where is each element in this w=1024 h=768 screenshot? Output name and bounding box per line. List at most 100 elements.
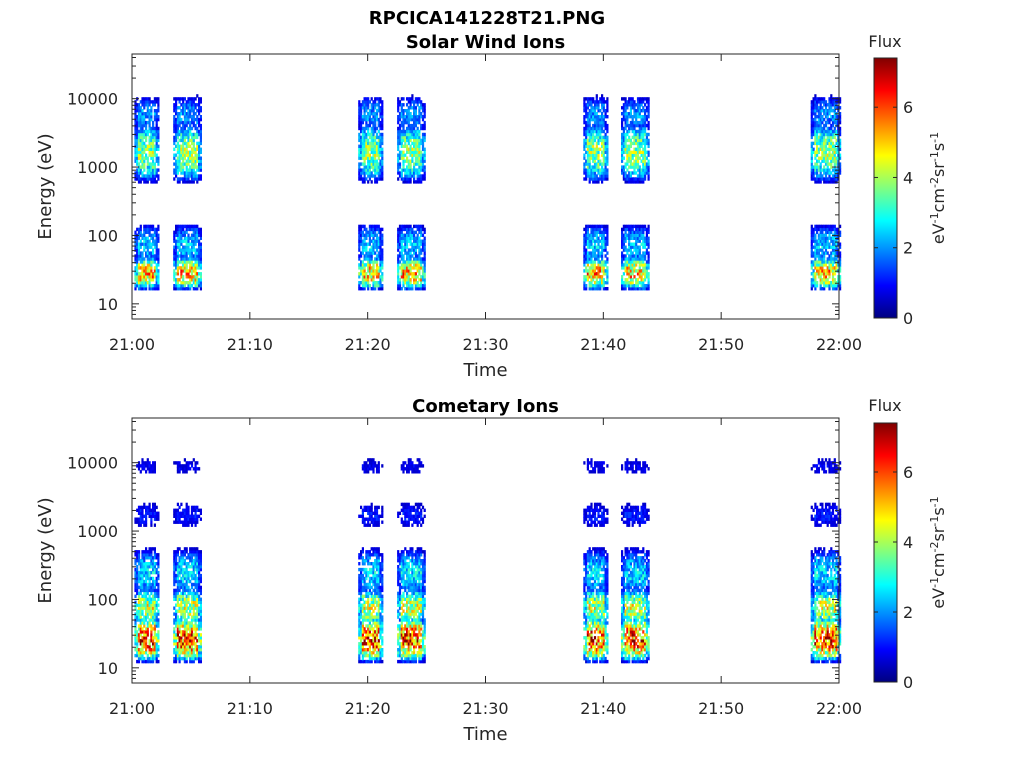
heatmap-cell <box>146 227 149 232</box>
heatmap-cell <box>157 138 160 143</box>
heatmap-cell <box>152 129 155 134</box>
heatmap-cell <box>146 251 149 255</box>
heatmap-cell <box>139 653 142 658</box>
heatmap-cell <box>189 174 192 178</box>
heatmap-cell <box>830 254 833 258</box>
heatmap-cell <box>819 100 822 104</box>
heatmap-cell <box>367 141 370 146</box>
heatmap-cell <box>595 147 598 151</box>
heatmap-cell <box>585 106 588 110</box>
heatmap-cell <box>363 224 366 229</box>
heatmap-cell <box>137 266 141 270</box>
heatmap-cell <box>635 115 638 119</box>
heatmap-cell <box>586 230 589 234</box>
heatmap-cell <box>139 606 142 610</box>
heatmap-cell <box>192 263 195 267</box>
heatmap-cell <box>597 239 600 243</box>
heatmap-cell <box>173 275 176 279</box>
heatmap-cell <box>824 174 828 178</box>
heatmap-cell <box>400 106 403 110</box>
heatmap-cell <box>374 242 377 246</box>
heatmap-cell <box>826 260 829 264</box>
heatmap-cell <box>420 106 423 110</box>
heatmap-cell <box>644 147 647 151</box>
heatmap-cell <box>645 171 648 175</box>
heatmap-cell <box>420 126 423 131</box>
heatmap-cell <box>826 239 829 243</box>
heatmap-cell <box>139 517 142 521</box>
heatmap-cell <box>831 242 835 246</box>
heatmap-cell <box>839 266 842 270</box>
heatmap-cell <box>139 126 142 131</box>
heatmap-cell <box>178 97 181 101</box>
heatmap-cell <box>816 230 819 234</box>
heatmap-cell <box>134 594 137 598</box>
heatmap-cell <box>139 224 142 229</box>
heatmap-cell <box>148 275 151 279</box>
heatmap-cell <box>586 239 589 243</box>
heatmap-cell <box>190 120 194 125</box>
heatmap-cell <box>418 287 421 291</box>
heatmap-cell <box>363 272 366 276</box>
heatmap-cell <box>157 174 160 178</box>
heatmap-cell <box>595 177 598 181</box>
heatmap-cell <box>194 135 197 140</box>
heatmap-cell <box>606 115 609 119</box>
heatmap-cell <box>185 129 188 134</box>
heatmap-cell <box>418 135 421 140</box>
heatmap-cell <box>583 147 586 151</box>
heatmap-cell <box>409 112 412 116</box>
heatmap-cell <box>141 656 144 661</box>
heatmap-cell <box>367 129 370 134</box>
heatmap-cell <box>148 123 151 128</box>
heatmap-cell <box>152 180 155 184</box>
heatmap-cell <box>190 236 194 240</box>
heatmap-cell <box>365 126 368 131</box>
heatmap-cell <box>143 123 146 128</box>
heatmap-cell <box>358 162 361 166</box>
heatmap-cell <box>585 109 588 113</box>
heatmap-cell <box>812 109 815 113</box>
heatmap-cell <box>586 100 589 104</box>
heatmap-cell <box>139 260 142 264</box>
heatmap-cell <box>601 171 604 175</box>
heatmap-cell <box>593 138 597 143</box>
heatmap-cell <box>397 129 400 134</box>
heatmap-cell <box>146 553 149 557</box>
heatmap-cell <box>631 230 634 234</box>
heatmap-cell <box>629 159 632 163</box>
heatmap-cell <box>157 106 160 110</box>
heatmap-cell <box>370 165 373 169</box>
heatmap-cell <box>629 126 632 131</box>
heatmap-cell <box>367 260 370 264</box>
heatmap-cell <box>360 103 363 107</box>
heatmap-cell <box>146 600 149 604</box>
heatmap-cell <box>636 97 640 101</box>
heatmap-cell <box>145 514 148 518</box>
heatmap-cell <box>137 556 141 560</box>
heatmap-cell <box>361 117 364 122</box>
heatmap-cell <box>134 588 137 593</box>
heatmap-cell <box>626 132 629 137</box>
heatmap-cell <box>828 162 831 166</box>
heatmap-cell <box>148 570 151 575</box>
heatmap-cell <box>199 117 202 122</box>
heatmap-cell <box>358 272 361 276</box>
heatmap-cell <box>139 562 142 566</box>
heatmap-cell <box>175 112 178 116</box>
heatmap-cell <box>621 153 624 157</box>
heatmap-cell <box>647 272 650 276</box>
heatmap-cell <box>176 233 179 237</box>
heatmap-cell <box>628 180 631 184</box>
heatmap-cell <box>636 245 640 249</box>
heatmap-cell <box>810 162 813 166</box>
heatmap-cell <box>823 150 826 154</box>
heatmap-cell <box>638 287 641 291</box>
heatmap-cell <box>365 109 368 113</box>
heatmap-cell <box>397 109 400 113</box>
heatmap-cell <box>588 251 591 255</box>
heatmap-cell <box>624 230 627 234</box>
heatmap-cell <box>631 224 634 229</box>
heatmap-cell <box>363 180 366 184</box>
